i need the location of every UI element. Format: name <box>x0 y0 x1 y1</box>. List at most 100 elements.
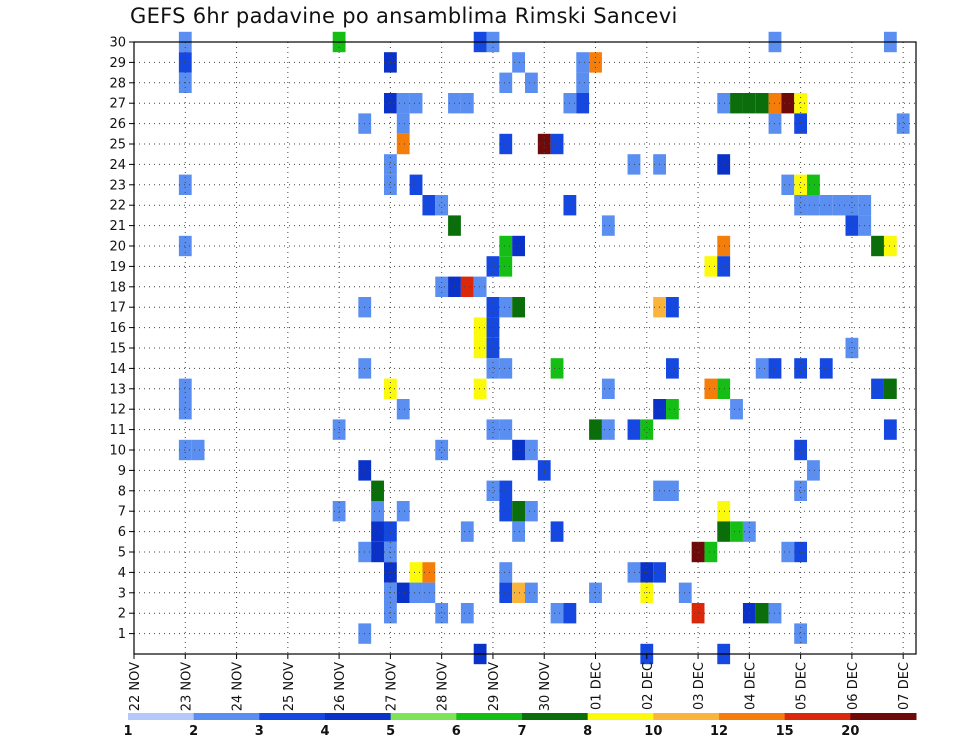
heat-cell <box>640 419 654 440</box>
y-tick-label: 1 <box>118 627 126 642</box>
heat-cell <box>499 256 513 277</box>
heat-cell <box>396 399 410 420</box>
heat-cell <box>717 235 731 257</box>
heat-cell <box>460 521 474 542</box>
heat-cell <box>422 582 436 603</box>
heat-cell <box>473 276 487 297</box>
heat-cell <box>717 501 731 522</box>
heat-cell <box>627 419 641 440</box>
heat-cell <box>499 297 513 318</box>
chart-title: GEFS 6hr padavine po ansamblima Rimski S… <box>130 4 678 28</box>
heat-cell <box>755 93 769 114</box>
heat-cell <box>550 133 564 155</box>
colorbar-swatch <box>325 713 392 720</box>
heat-cell <box>499 358 513 379</box>
heat-cell <box>499 72 513 93</box>
colorbar-swatch <box>390 713 457 720</box>
heat-cell <box>525 72 538 93</box>
heat-cell <box>883 235 897 257</box>
colorbar-label: 6 <box>452 724 461 739</box>
heat-cell <box>794 195 808 216</box>
heat-cell <box>794 93 808 114</box>
colorbar-label: 4 <box>320 724 329 739</box>
heat-cell <box>178 174 192 195</box>
heat-cell <box>781 174 795 195</box>
heat-cell <box>627 154 641 175</box>
x-tick-label: 07 DEC <box>897 662 912 710</box>
heat-cell <box>422 195 436 216</box>
heat-cell <box>883 378 897 399</box>
heat-cell <box>460 276 474 297</box>
x-axis: 22 NOV 23 NOV 24 NOV 25 NOV 26 NOV 27 NOV 28 N… <box>128 654 912 711</box>
heat-cell <box>819 195 833 216</box>
heat-cell <box>666 297 679 318</box>
y-tick-label: 17 <box>109 301 126 316</box>
colorbar-swatch <box>522 713 589 720</box>
heat-cell <box>550 603 564 624</box>
heat-cell <box>178 235 192 257</box>
colorbar-label: 2 <box>189 724 198 739</box>
heat-cell <box>191 439 205 461</box>
y-tick-label: 14 <box>109 362 126 377</box>
x-tick-label: 04 DEC <box>743 662 758 710</box>
heat-cell <box>576 93 590 114</box>
y-tick-label: 4 <box>118 566 126 581</box>
y-tick-label: 28 <box>109 76 126 91</box>
heat-cell <box>691 603 705 624</box>
heat-cell <box>883 419 897 440</box>
heat-cell <box>717 256 731 277</box>
y-tick-label: 23 <box>109 178 126 193</box>
colorbar-label: 3 <box>255 724 264 739</box>
heat-cell <box>435 603 449 624</box>
heat-cell <box>755 358 769 379</box>
colorbar-label: 12 <box>710 724 728 739</box>
heat-cell <box>794 358 808 379</box>
x-tick-label: 24 NOV <box>231 662 246 711</box>
heat-cell <box>717 154 731 175</box>
heat-cell <box>819 358 833 379</box>
grid-layer <box>134 41 916 654</box>
x-tick-label: 28 NOV <box>436 662 451 711</box>
colorbar-swatch <box>456 713 523 720</box>
heat-cell <box>435 276 449 297</box>
heat-cell <box>794 174 808 195</box>
heat-cell <box>896 113 910 134</box>
heat-cell <box>371 521 384 542</box>
heat-cell <box>396 133 410 155</box>
heat-cell <box>371 501 384 522</box>
heat-cell <box>550 358 564 379</box>
heat-cell <box>794 480 808 501</box>
colorbar-swatch <box>850 713 917 720</box>
x-tick-label: 02 DEC <box>641 662 656 710</box>
colorbar-swatch <box>784 713 851 720</box>
colorbar-label: 7 <box>517 724 526 739</box>
heat-cell <box>678 582 692 603</box>
y-tick-label: 8 <box>118 484 126 499</box>
heat-cell <box>383 93 397 114</box>
y-tick-label: 15 <box>109 342 126 357</box>
heat-cell <box>704 378 718 399</box>
y-tick-label: 12 <box>109 403 126 418</box>
heat-cell <box>730 399 743 420</box>
x-tick-label: 26 NOV <box>333 662 348 711</box>
y-tick-label: 7 <box>118 505 126 520</box>
heat-cell <box>499 501 513 522</box>
x-tick-label: 23 NOV <box>179 662 194 711</box>
heat-cell <box>383 521 397 542</box>
heat-cell <box>525 439 538 461</box>
y-tick-label: 11 <box>109 423 126 438</box>
heat-cell <box>486 419 500 440</box>
heat-cell <box>460 93 474 114</box>
heat-cell <box>435 439 449 461</box>
colorbar: 1 2 3 4 5 6 7 8 10 12 15 20 <box>123 713 917 739</box>
heat-cell <box>396 582 410 603</box>
y-tick-label: 29 <box>109 56 126 71</box>
heat-cell <box>383 603 397 624</box>
heat-cell <box>473 317 487 338</box>
heat-cell <box>371 541 384 563</box>
colorbar-swatch <box>128 713 195 720</box>
y-tick-label: 19 <box>109 260 126 275</box>
colorbar-swatch <box>259 713 326 720</box>
y-tick-label: 3 <box>118 586 126 601</box>
